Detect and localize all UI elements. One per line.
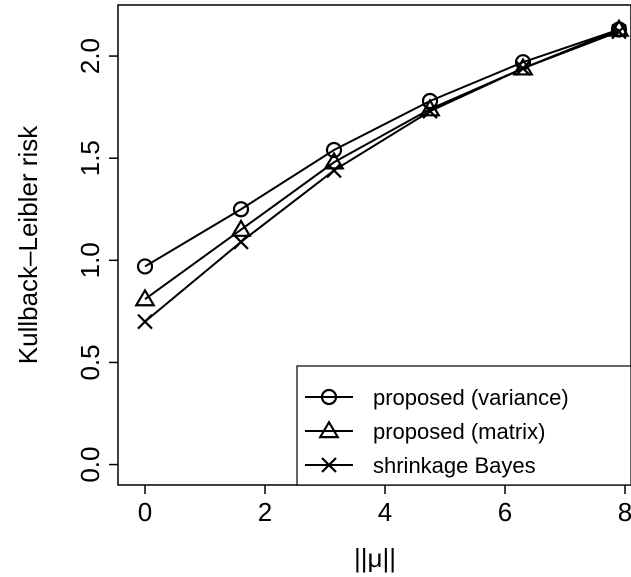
data-point-triangle <box>323 151 345 170</box>
x-tick-label: 4 <box>378 497 392 527</box>
series-triangle <box>134 18 630 307</box>
data-point-circle <box>232 201 250 218</box>
series-line <box>144 28 620 268</box>
series-layer <box>134 18 630 330</box>
legend: proposed (variance) proposed (matrix) shri… <box>296 365 631 486</box>
data-point-circle <box>325 141 343 159</box>
y-tick-label: 1.5 <box>75 140 105 176</box>
y-tick-label: 1.0 <box>75 242 105 278</box>
x-tick-label: 8 <box>618 497 631 527</box>
data-point-circle <box>421 92 439 110</box>
data-point-circle <box>136 258 154 275</box>
y-axis: 0.0 0.5 1.0 1.5 2.0 <box>75 38 118 483</box>
x-axis-title: ||μ|| <box>354 543 396 573</box>
series-circle <box>136 21 628 275</box>
series-line <box>144 28 620 300</box>
data-point-cross <box>422 103 438 119</box>
x-tick-label: 6 <box>498 497 512 527</box>
y-axis-title: Kullback–Leibler risk <box>13 125 43 364</box>
legend-item: proposed (variance) <box>305 385 569 410</box>
y-tick-label: 0.0 <box>75 446 105 482</box>
y-tick-label: 0.5 <box>75 344 105 380</box>
legend-label: shrinkage Bayes <box>373 453 536 478</box>
legend-label: proposed (variance) <box>373 385 569 410</box>
data-point-cross <box>611 23 627 40</box>
legend-label: proposed (matrix) <box>373 419 545 444</box>
data-point-cross <box>515 60 531 77</box>
series-line <box>144 30 620 323</box>
legend-marker-circle <box>320 388 338 406</box>
data-point-cross <box>137 313 153 330</box>
data-point-cross <box>326 162 342 179</box>
x-tick-label: 0 <box>138 497 152 527</box>
legend-marker-cross <box>321 457 337 473</box>
legend-item: shrinkage Bayes <box>305 453 536 478</box>
x-axis: 0 2 4 6 8 <box>138 485 631 527</box>
series-cross <box>137 23 627 330</box>
data-point-triangle <box>134 288 156 307</box>
x-tick-label: 2 <box>258 497 272 527</box>
legend-item: proposed (matrix) <box>305 419 545 444</box>
legend-marker-triangle <box>318 420 340 439</box>
data-point-cross <box>233 234 249 250</box>
data-point-triangle <box>230 218 252 237</box>
y-tick-label: 2.0 <box>75 38 105 74</box>
